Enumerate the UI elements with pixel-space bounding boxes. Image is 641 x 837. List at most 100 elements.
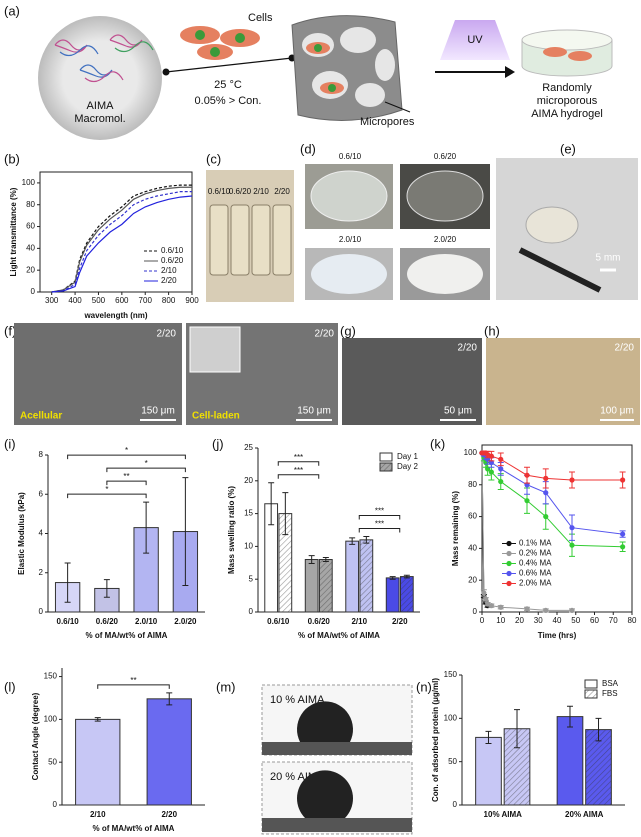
group-label: 2/20 xyxy=(615,343,635,354)
series-line xyxy=(481,452,623,548)
marker xyxy=(524,472,530,478)
gel xyxy=(406,170,484,222)
marker xyxy=(481,590,487,596)
x-tick-label: 600 xyxy=(115,296,129,305)
legend-label: BSA xyxy=(602,679,619,688)
vial-label: 2/20 xyxy=(274,187,290,196)
y-axis-label: Contact Angle (degree) xyxy=(31,692,40,780)
bar-hatch xyxy=(278,513,292,612)
error-bar xyxy=(485,730,492,744)
macromer-coils xyxy=(54,34,154,83)
legend-label: 0.6/20 xyxy=(161,256,184,265)
y-tick-label: 60 xyxy=(468,512,477,521)
y-tick-label: 100 xyxy=(444,713,458,722)
significance-bracket xyxy=(277,461,320,466)
panel-h: 2/20 100 μm xyxy=(486,338,640,425)
x-tick-label: 0.6/10 xyxy=(267,617,290,626)
x-tick-label: 500 xyxy=(92,296,106,305)
x-tick-label: 0.6/20 xyxy=(308,617,331,626)
y-tick-label: 0 xyxy=(473,607,478,616)
y-tick-label: 6 xyxy=(39,489,44,498)
scale-bar-label: 100 μm xyxy=(600,406,634,417)
x-tick-label: 80 xyxy=(628,616,637,625)
pointer xyxy=(384,101,411,113)
legend-label: 2.0% MA xyxy=(519,579,552,588)
x-tick-label: 0.6/20 xyxy=(96,617,119,626)
x-tick-label: 10 xyxy=(496,616,505,625)
gel xyxy=(525,206,579,244)
x-tick-label: 2/20 xyxy=(392,617,408,626)
error-bar xyxy=(103,579,110,598)
significance-label: ** xyxy=(123,472,129,481)
error-bar xyxy=(595,717,602,742)
photo xyxy=(486,338,640,425)
panel-letter: (m) xyxy=(216,679,236,694)
macromer-label: AIMA xyxy=(87,100,115,112)
y-tick-label: 0 xyxy=(39,607,44,616)
micropores-label: Micropores xyxy=(360,116,415,128)
marker xyxy=(543,475,549,481)
marker xyxy=(498,478,504,485)
concentration-label: 0.05% > Con. xyxy=(195,95,262,107)
significance-label: *** xyxy=(294,453,303,462)
legend-label: 2/10 xyxy=(161,266,177,275)
x-tick-label: 2/10 xyxy=(351,617,367,626)
x-axis-label: % of MA/wt% of AIMA xyxy=(93,824,175,833)
x-tick-label: 20 xyxy=(515,616,524,625)
panel-letter: (g) xyxy=(340,323,356,338)
x-tick-label: 2/10 xyxy=(90,810,106,819)
legend-swatch xyxy=(380,463,392,471)
panel-f: 2/20 Acellular 150 μm 2/20 Cell-laden 15… xyxy=(14,323,338,425)
panel-letter: (k) xyxy=(430,436,445,451)
x-tick-label: 2.0/20 xyxy=(174,617,197,626)
macromer-label: Macromol. xyxy=(74,113,125,125)
panel-m: 10 % AIMA 20 % AIMA xyxy=(261,684,413,835)
bar xyxy=(475,736,502,806)
y-tick-label: 4 xyxy=(39,529,44,538)
y-tick-label: 25 xyxy=(244,443,253,452)
gel-label: 0.6/20 xyxy=(434,152,457,161)
marker xyxy=(498,456,504,462)
series-line xyxy=(481,452,623,535)
error-bar xyxy=(143,501,150,554)
inset xyxy=(189,326,241,373)
legend-swatch xyxy=(506,570,512,577)
connector xyxy=(165,57,293,73)
gel-label: 2.0/10 xyxy=(339,235,362,244)
error-bar xyxy=(403,574,410,579)
x-tick-label: 70 xyxy=(609,616,618,625)
legend-label: 0.4% MA xyxy=(519,559,552,568)
y-axis-label: Mass swelling ratio (%) xyxy=(227,486,236,574)
substrate xyxy=(262,818,412,832)
panel-d: 0.6/10 0.6/20 2.0/10 2.0/20 xyxy=(305,152,490,300)
significance-bracket xyxy=(106,467,186,473)
legend-swatch xyxy=(585,690,597,698)
result-label: Randomly xyxy=(542,82,592,94)
arrow-head xyxy=(505,66,515,78)
marker xyxy=(488,603,494,609)
scale-bar-label: 150 μm xyxy=(297,406,331,417)
series-line xyxy=(482,452,623,481)
legend-label: 0.1% MA xyxy=(519,539,552,548)
panel-letter: (b) xyxy=(4,151,20,166)
error-bar xyxy=(322,557,329,562)
marker xyxy=(483,596,489,602)
panel-letter: (l) xyxy=(4,679,16,694)
connector-dot xyxy=(162,68,170,76)
y-axis-label: Elastic Modulus (kPa) xyxy=(17,492,26,575)
droplet xyxy=(297,701,353,742)
bar-hatch xyxy=(400,576,414,612)
x-tick-label: 900 xyxy=(185,296,199,305)
legend-swatch xyxy=(506,580,512,587)
marker xyxy=(569,607,575,614)
gel-label: 0.6/10 xyxy=(339,152,362,161)
bar xyxy=(345,540,360,613)
marker xyxy=(498,604,504,610)
y-tick-label: 150 xyxy=(444,670,458,679)
y-tick-label: 0 xyxy=(31,287,36,296)
x-tick-label: 300 xyxy=(45,296,59,305)
x-axis-label: wavelength (nm) xyxy=(83,311,147,320)
significance-bracket xyxy=(67,493,147,499)
y-tick-label: 0 xyxy=(53,800,58,809)
panel-a: AIMA Macromol. Cells 25 °C 0.05% > Con. … xyxy=(38,12,613,140)
